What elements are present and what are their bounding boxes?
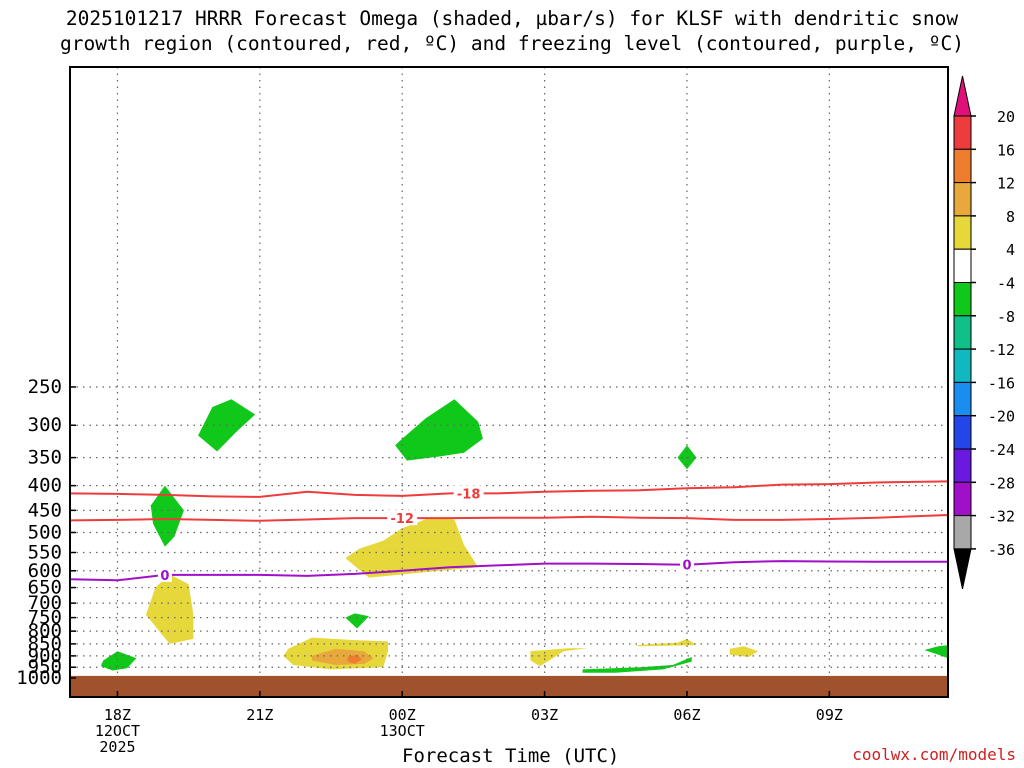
contour-line-1	[70, 514, 948, 522]
y-tick-label-950: 950	[28, 656, 62, 678]
y-tick-label-450: 450	[28, 499, 62, 521]
colorbar-label-11: -28	[988, 474, 1015, 492]
plot-area: -18 -12 0 0	[70, 67, 948, 697]
colorbar-label-5: -4	[997, 275, 1015, 293]
colorbar-bin-3	[953, 215, 972, 250]
y-tick-label-250: 250	[28, 376, 62, 398]
y-tick-label-650: 650	[28, 577, 62, 599]
plot-frame	[69, 66, 949, 698]
colorbar-bin-0	[953, 115, 972, 150]
colorbar-label-7: -12	[988, 341, 1015, 359]
colorbar-label-10: -24	[988, 441, 1015, 459]
colorbar-bin-5	[953, 282, 972, 317]
contour-label-bg-2-1	[679, 556, 694, 572]
omega-region-9	[145, 574, 194, 644]
y-tick-label-300: 300	[28, 414, 62, 436]
x-tick-label-18-1: 12OCT	[95, 722, 140, 740]
colorbar-bin-7	[953, 348, 972, 383]
colorbar-label-6: -8	[997, 308, 1015, 326]
contour-label-bg-0-0	[453, 485, 484, 501]
x-tick-label-24-1: 13OCT	[380, 722, 425, 740]
colorbar-label-13: -36	[988, 541, 1015, 559]
x-tick-label-30-0: 06Z	[673, 706, 700, 724]
colorbar-bin-1	[953, 148, 972, 184]
colorbar-label-9: -20	[988, 408, 1015, 426]
contour-label-bg-1-0	[387, 510, 418, 526]
colorbar-label-3: 8	[1006, 208, 1015, 226]
y-tick-label-550: 550	[28, 541, 62, 563]
y-tick-label-850: 850	[28, 633, 62, 655]
omega-region-11	[530, 648, 588, 667]
credit-link[interactable]: coolwx.com/models	[852, 745, 1016, 764]
y-tick-label-1000: 1000	[16, 667, 62, 689]
x-tick-label-27-0: 03Z	[531, 706, 558, 724]
colorbar-bin-2	[953, 182, 972, 217]
omega-region-8	[345, 517, 479, 578]
y-tick-label-900: 900	[28, 645, 62, 667]
x-tick-label-24-0: 00Z	[389, 706, 416, 724]
colorbar-label-1: 16	[997, 141, 1015, 159]
x-tick-label-18-0: 18Z	[104, 706, 131, 724]
colorbar-bottom-arrow	[953, 548, 972, 590]
omega-region-5	[100, 651, 137, 671]
colorbar-bin-9	[953, 415, 972, 450]
colorbar-top-arrow	[953, 75, 972, 117]
contour-label-1-0: -12	[390, 512, 414, 527]
contour-line-2	[70, 560, 948, 582]
y-tick-label-350: 350	[28, 447, 62, 469]
omega-region-15	[347, 654, 362, 664]
omega-region-6	[582, 657, 692, 673]
x-tick-label-33-0: 09Z	[816, 706, 843, 724]
contour-line-0	[70, 480, 948, 498]
y-tick-label-400: 400	[28, 475, 62, 497]
contour-label-2-1: 0	[682, 559, 691, 574]
chart-title-line2: growth region (contoured, red, ºC) and f…	[60, 32, 964, 55]
colorbar-bin-10	[953, 448, 972, 483]
omega-region-4	[345, 613, 369, 629]
y-tick-label-600: 600	[28, 560, 62, 582]
omega-region-1	[395, 399, 483, 461]
colorbar-bin-4	[953, 248, 972, 283]
x-axis-label: Forecast Time (UTC)	[402, 745, 620, 767]
y-tick-label-800: 800	[28, 620, 62, 642]
colorbar-bin-12	[953, 515, 972, 550]
contour-label-bg-2-0	[157, 566, 172, 582]
omega-region-3	[150, 485, 184, 547]
contour-label-2-0: 0	[160, 569, 169, 584]
chart-title: 2025101217 HRRR Forecast Omega (shaded, …	[0, 6, 1024, 56]
x-tick-label-18-2: 2025	[99, 738, 135, 756]
colorbar-label-0: 20	[997, 108, 1015, 126]
contour-label-0-0: -18	[457, 487, 481, 502]
y-tick-label-750: 750	[28, 607, 62, 629]
omega-region-13	[729, 646, 759, 657]
terrain-fill	[70, 675, 948, 697]
y-tick-label-500: 500	[28, 521, 62, 543]
colorbar-label-12: -32	[988, 508, 1015, 526]
colorbar-label-8: -16	[988, 374, 1015, 392]
colorbar-bin-11	[953, 481, 972, 517]
colorbar-bin-8	[953, 381, 972, 417]
colorbar-label-2: 12	[997, 175, 1015, 193]
x-tick-label-21-0: 21Z	[246, 706, 273, 724]
omega-region-7	[924, 645, 948, 659]
colorbar-label-4: 4	[1006, 241, 1015, 259]
y-tick-label-700: 700	[28, 592, 62, 614]
colorbar-bin-6	[953, 315, 972, 350]
chart-title-line1: 2025101217 HRRR Forecast Omega (shaded, …	[65, 7, 959, 30]
